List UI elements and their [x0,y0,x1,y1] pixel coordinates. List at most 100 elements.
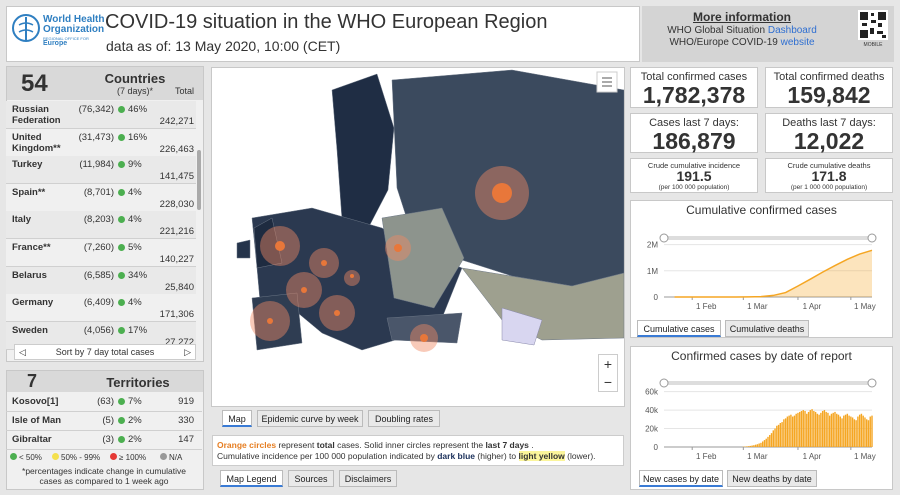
region[interactable] [501,307,543,346]
region[interactable] [386,312,463,344]
zoom-out[interactable]: − [603,374,613,390]
territory-row[interactable]: Isle of Man (5) 2% 330 [6,412,202,431]
chart-tab[interactable]: Cumulative deaths [725,320,809,337]
territory-name: Gibraltar [12,434,52,445]
zoom-control: + − [598,354,618,392]
country-row[interactable]: France** (7,260) 5% 140,227 [6,239,196,267]
country-name: Germany [12,297,54,309]
country-row[interactable]: Germany (6,409) 4% 171,306 [6,294,196,323]
country-row[interactable]: Turkey (11,984) 9% 141,475 [6,156,196,185]
map-tab[interactable]: Map [222,410,252,427]
change-pct: 16% [128,131,148,143]
more-info-line: WHO Global Situation Dashboard [642,25,842,36]
more-info-heading[interactable]: More information [693,10,791,24]
weekly-cases: (3) [102,434,114,445]
total-cases: 140,227 [159,254,194,265]
territory-name: Isle of Man [12,415,62,426]
kpi-note: (per 100 000 population) [658,184,730,191]
status-dot [118,271,125,279]
kpi-box: Total confirmed cases 1,782,378 [630,67,758,108]
territory-row[interactable]: Gibraltar (3) 2% 147 [6,431,202,450]
logo-line: Organization [43,24,105,35]
total-cases: 171,306 [159,309,194,321]
countries-header: 54 Countries (7 days)* Total [7,67,203,100]
total-cases: 242,271 [159,116,194,127]
total-cases: 330 [178,415,194,426]
country-name: United Kingdom** [12,131,61,154]
legend-tab[interactable]: Sources [288,470,334,487]
change-pct: 4% [128,297,142,309]
country-name: Spain** [12,186,46,198]
map-tab[interactable]: Doubling rates [368,410,440,427]
legend-label: N/A [169,453,183,462]
kpi-label: Cases last 7 days: [649,117,739,129]
weekly-cases: (6,585) [83,269,114,281]
logo-line: World Health [43,14,105,25]
country-row[interactable]: Belarus (6,585) 34% 25,840 [6,266,196,295]
kpi-label: Total confirmed cases [640,71,748,83]
map-legend: Orange circles represent total cases. So… [212,435,624,466]
legend-text: dark blue [437,451,476,461]
change-pct: 4% [128,186,142,198]
legend-tab[interactable]: Map Legend [220,470,283,487]
arrow-left[interactable]: ◁ [19,347,26,357]
chart-tab[interactable]: Cumulative cases [637,320,721,337]
logo-office: REGIONAL OFFICE FOR [43,36,89,41]
status-dot [118,216,125,224]
legend-item: N/A [160,453,182,462]
legend-tab[interactable]: Disclaimers [339,470,397,487]
kpi-box: Crude cumulative deaths 171.8 (per 1 000 0… [765,158,893,193]
sort-control[interactable]: ◁ Sort by 7 day total cases ▷ [14,344,196,360]
total-cases: 228,030 [159,198,194,210]
layer-icon [602,77,612,87]
region[interactable] [251,292,303,351]
weekly-cases: (8,203) [83,214,114,226]
kpi-box: Cases last 7 days: 186,879 [630,113,758,154]
chart-tab[interactable]: New deaths by date [727,470,817,487]
arrow-right[interactable]: ▷ [184,347,191,357]
change-pct: 4% [128,214,142,226]
legend-text: last 7 days [485,440,529,450]
map-tab[interactable]: Epidemic curve by week [257,410,363,427]
total-cases: 147 [178,434,194,445]
kpi-value: 159,842 [787,82,871,108]
region[interactable] [236,239,251,259]
country-row[interactable]: Italy (8,203) 4% 221,216 [6,211,196,240]
country-name: Turkey [12,159,43,171]
kpi-label: Total confirmed deaths [773,71,885,83]
link[interactable]: Dashboard [767,25,817,36]
legend-text: light yellow [518,451,565,461]
legend-text: represent [278,440,315,450]
kpi-value: 191.5 [676,168,712,184]
region[interactable] [381,207,465,309]
country-row[interactable]: Spain** (8,701) 4% 228,030 [6,183,196,212]
region[interactable] [253,217,283,269]
legend-item: < 50% [10,453,42,462]
country-row[interactable]: United Kingdom** (31,473) 16% 226,463 [6,128,196,157]
sort-label: Sort by 7 day total cases [55,347,155,357]
map[interactable] [212,68,624,406]
title: COVID-19 situation in the WHO European R… [105,11,548,33]
territories-header: 7 Territories [7,371,203,392]
total-cases: 141,475 [159,171,194,183]
zoom-in[interactable]: + [603,356,613,372]
legend-label: < 50% [19,453,42,462]
change-pct: 46% [128,104,148,115]
heading: Territories [106,375,170,390]
territory-row[interactable]: Kosovo[1] (63) 7% 919 [6,393,202,412]
change-pct: 34% [128,269,148,281]
qr-code[interactable] [858,10,888,40]
region[interactable] [331,73,395,241]
scrollbar[interactable] [197,150,201,210]
country-name: Sweden [12,324,48,336]
legend-dot [160,453,167,460]
legend-dot [52,453,59,460]
weekly-cases: (7,260) [83,242,114,253]
weekly-cases: (8,701) [83,186,114,198]
country-name: Italy [12,214,32,226]
chart-tab[interactable]: New cases by date [639,470,723,487]
legend-text: (higher) to [477,451,517,461]
link[interactable]: website [780,37,815,48]
country-row[interactable]: Russian Federation (76,342) 46% 242,271 [6,101,196,129]
